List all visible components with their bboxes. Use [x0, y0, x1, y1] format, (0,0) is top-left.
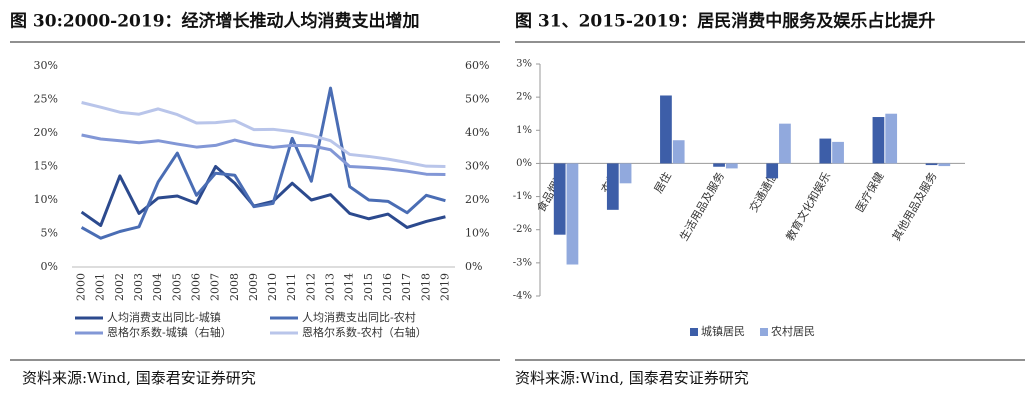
bar [925, 163, 938, 166]
x-tick-label: 居住 [651, 169, 674, 195]
legend-label: 城镇居民 [701, 324, 745, 338]
y-tick-label: -2% [513, 224, 532, 235]
bar [779, 123, 791, 164]
x-tick-label: 2000 [75, 273, 88, 301]
chart-title: 图 30:2000-2019：经济增长推动人均消费支出增加 [10, 11, 420, 32]
x-tick-label: 教育文化和娱乐 [783, 169, 834, 243]
x-tick-label: 2009 [247, 273, 260, 301]
y-tick-label: -1% [513, 191, 532, 202]
x-tick-label: 其他用品及服务 [890, 170, 940, 243]
x-tick-label: 2008 [228, 273, 241, 301]
y-tick-label: -3% [513, 257, 532, 268]
y-tick-label: 2% [516, 92, 532, 103]
x-tick-label: 2003 [132, 273, 145, 301]
x-tick-label: 2013 [324, 273, 337, 301]
bar [885, 113, 898, 164]
bar [619, 163, 632, 184]
bar [566, 163, 579, 265]
y2-tick-label: 30% [465, 160, 489, 173]
x-tick-label: 2019 [438, 273, 451, 301]
x-tick-label: 2007 [209, 273, 222, 301]
x-tick-label: 2014 [343, 273, 356, 301]
bar [872, 117, 885, 164]
x-tick-label: 2018 [419, 273, 432, 301]
x-tick-label: 医疗保健 [852, 169, 886, 214]
x-tick-label: 2011 [285, 273, 298, 301]
y2-tick-label: 0% [465, 260, 482, 273]
y-tick-label: 25% [34, 93, 58, 106]
legend-label: 人均消费支出同比-农村 [302, 310, 416, 324]
legend-label: 恩格尔系数-城镇（右轴） [107, 325, 232, 339]
y-tick-label: 20% [34, 126, 58, 139]
y-tick-label: 30% [34, 59, 58, 72]
y-tick-label: 15% [34, 160, 58, 173]
bar [819, 138, 832, 164]
bar [606, 163, 619, 210]
y2-tick-label: 40% [465, 126, 489, 139]
x-tick-label: 2005 [170, 273, 183, 301]
series-line [80, 86, 446, 240]
bar [766, 163, 779, 179]
x-tick-label: 2010 [266, 273, 279, 301]
series-line [81, 133, 446, 177]
x-tick-label: 2015 [362, 273, 375, 301]
legend-label: 农村居民 [771, 324, 815, 338]
bar [938, 163, 951, 167]
x-tick-label: 2012 [304, 273, 317, 301]
y2-tick-label: 60% [465, 59, 489, 72]
y2-tick-label: 50% [465, 93, 489, 106]
series-line [80, 165, 446, 229]
legend-label: 恩格尔系数-农村（右轴） [302, 325, 427, 339]
bar [832, 141, 844, 164]
y-tick-label: 5% [41, 227, 58, 240]
x-tick-label: 2006 [189, 273, 202, 301]
y-tick-label: 1% [516, 125, 532, 136]
legend-label: 人均消费支出同比-城镇 [107, 310, 221, 324]
x-tick-label: 2004 [151, 273, 164, 301]
x-tick-label: 生活用品及服务 [677, 169, 728, 243]
x-tick-label: 2016 [381, 273, 394, 301]
source: 资料来源:Wind, 国泰君安证券研究 [515, 369, 749, 387]
x-tick-label: 2001 [94, 273, 107, 301]
series-line [81, 101, 446, 168]
legend-swatch [760, 328, 768, 336]
bar [660, 95, 672, 164]
y-tick-label: 0% [516, 158, 532, 169]
y-tick-label: 10% [34, 193, 58, 206]
bar [672, 140, 685, 164]
y-tick-label: -4% [513, 291, 532, 302]
bar [553, 163, 566, 235]
bar [725, 163, 738, 169]
chart-title: 图 31、2015-2019：居民消费中服务及娱乐占比提升 [515, 11, 935, 32]
x-tick-label: 2017 [400, 273, 413, 301]
legend-swatch [690, 328, 698, 336]
y-tick-label: 3% [516, 59, 532, 70]
y-tick-label: 0% [41, 260, 58, 273]
y2-tick-label: 20% [465, 193, 489, 206]
y2-tick-label: 10% [465, 227, 489, 240]
x-tick-label: 2002 [113, 273, 126, 301]
bar [713, 163, 725, 167]
source: 资料来源:Wind, 国泰君安证券研究 [22, 369, 256, 387]
